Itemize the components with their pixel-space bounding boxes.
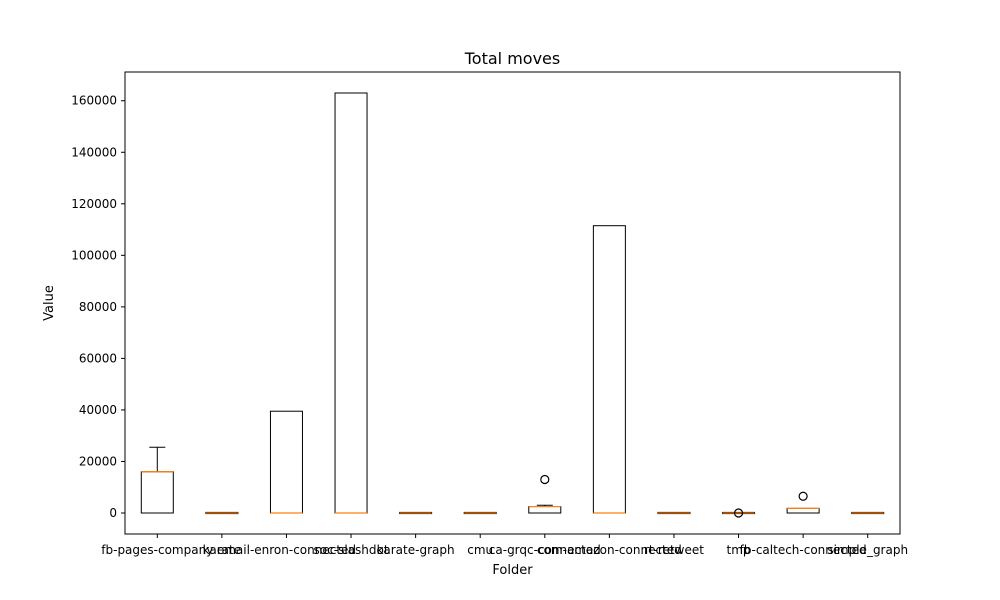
box-group: [269, 410, 303, 514]
chart-title: Total moves: [464, 49, 560, 68]
x-tick-label: soc-slashdot: [314, 543, 389, 557]
y-tick-label: 80000: [79, 300, 117, 314]
y-tick-label: 60000: [79, 351, 117, 365]
box-group: [657, 511, 691, 515]
x-axis: fb-pages-companykarateemail-enron-connec…: [101, 534, 908, 557]
box-group: [334, 92, 368, 514]
box-group: [592, 225, 626, 514]
y-tick-label: 160000: [71, 94, 117, 108]
x-tick-label: tmp: [727, 543, 751, 557]
x-tick-label: fb-caltech-connected: [740, 543, 867, 557]
flier-point: [798, 491, 808, 501]
plot-area: [140, 92, 885, 518]
box-group: [140, 446, 174, 514]
x-tick-label: email-enron-connected: [217, 543, 356, 557]
flier-point: [540, 474, 550, 485]
y-axis: 0 20000 40000 60000 80000 100000 120000 140000 1…: [71, 94, 125, 520]
box-group: [528, 474, 562, 514]
x-tick-label: simple_graph: [827, 543, 908, 557]
y-tick-label: 40000: [79, 403, 117, 417]
x-axis-label: Folder: [492, 563, 533, 578]
box-iqr: [786, 507, 820, 514]
y-tick-label: 20000: [79, 454, 117, 468]
box-iqr: [592, 225, 626, 514]
box-group: [786, 491, 820, 514]
y-tick-label: 140000: [71, 145, 117, 159]
x-tick-label: rt-retweet: [644, 543, 704, 557]
box-iqr: [528, 506, 562, 514]
x-tick-label: fb-pages-company: [101, 543, 213, 557]
x-tick-label: karate-graph: [377, 543, 455, 557]
flier-point: [733, 508, 744, 518]
box-group: [722, 508, 756, 518]
axes-frame: [124, 71, 901, 535]
y-tick-label: 120000: [71, 197, 117, 211]
box-iqr: [269, 410, 303, 514]
box-iqr: [140, 471, 174, 514]
x-tick-label: cmu: [467, 543, 493, 557]
x-tick-label: com-amazon-connected: [537, 543, 682, 557]
x-tick-label: karate: [203, 543, 241, 557]
x-tick-label: ca-grqc-connected: [489, 543, 601, 557]
y-tick-label: 100000: [71, 248, 117, 262]
box-group: [463, 511, 497, 515]
box-iqr: [334, 92, 368, 514]
box-group: [399, 511, 433, 515]
y-axis-label: Value: [42, 285, 57, 321]
y-tick-label: 0: [109, 506, 117, 520]
box-group: [205, 511, 239, 515]
box-group: [851, 511, 885, 515]
